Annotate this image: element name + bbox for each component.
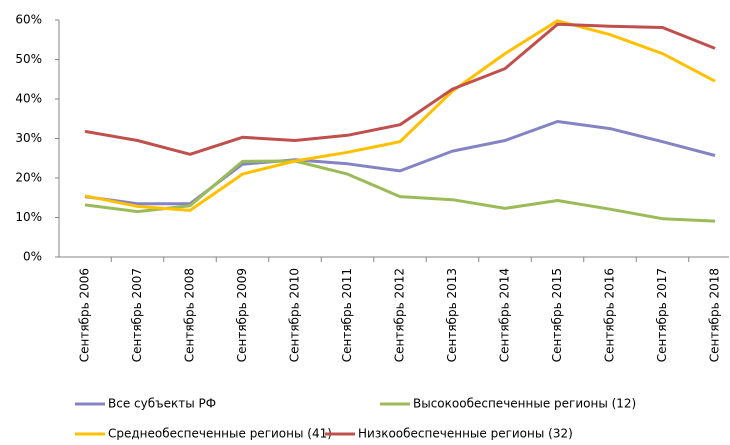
- series-line: [84, 22, 716, 156]
- x-tick-label: Сентябрь 2015: [550, 268, 564, 362]
- y-tick-label: 40%: [15, 92, 42, 106]
- x-tick-label: Сентябрь 2014: [498, 268, 512, 362]
- series-line: [84, 120, 716, 206]
- x-tick-label: Сентябрь 2010: [288, 268, 302, 362]
- x-tick-label: Сентябрь 2011: [340, 268, 354, 362]
- x-tick-label: Сентябрь 2007: [130, 268, 144, 362]
- legend-label: Низкообеспеченные регионы (32): [358, 427, 573, 441]
- legend-label: Все субъекты РФ: [108, 397, 216, 411]
- x-tick-label: Сентябрь 2016: [603, 268, 617, 362]
- x-tick-label: Сентябрь 2008: [183, 268, 197, 362]
- y-tick-label: 50%: [15, 52, 42, 66]
- y-tick-label: 0%: [23, 250, 42, 264]
- y-tick-label: 60%: [15, 13, 42, 27]
- x-tick-label: Сентябрь 2009: [235, 268, 249, 362]
- y-tick-label: 10%: [15, 210, 42, 224]
- x-tick-label: Сентябрь 2013: [445, 268, 459, 362]
- x-tick-label: Сентябрь 2012: [393, 268, 407, 362]
- y-tick-label: 30%: [15, 131, 42, 145]
- series-line: [84, 159, 716, 223]
- legend-label: Среднеобеспеченные регионы (41): [108, 427, 332, 441]
- x-tick-label: Сентябрь 2018: [708, 268, 722, 362]
- x-tick-label: Сентябрь 2006: [78, 268, 92, 362]
- legend-label: Высокообеспеченные регионы (12): [413, 397, 636, 411]
- x-tick-label: Сентябрь 2017: [655, 268, 669, 362]
- series-line: [84, 19, 716, 212]
- y-tick-label: 20%: [15, 171, 42, 185]
